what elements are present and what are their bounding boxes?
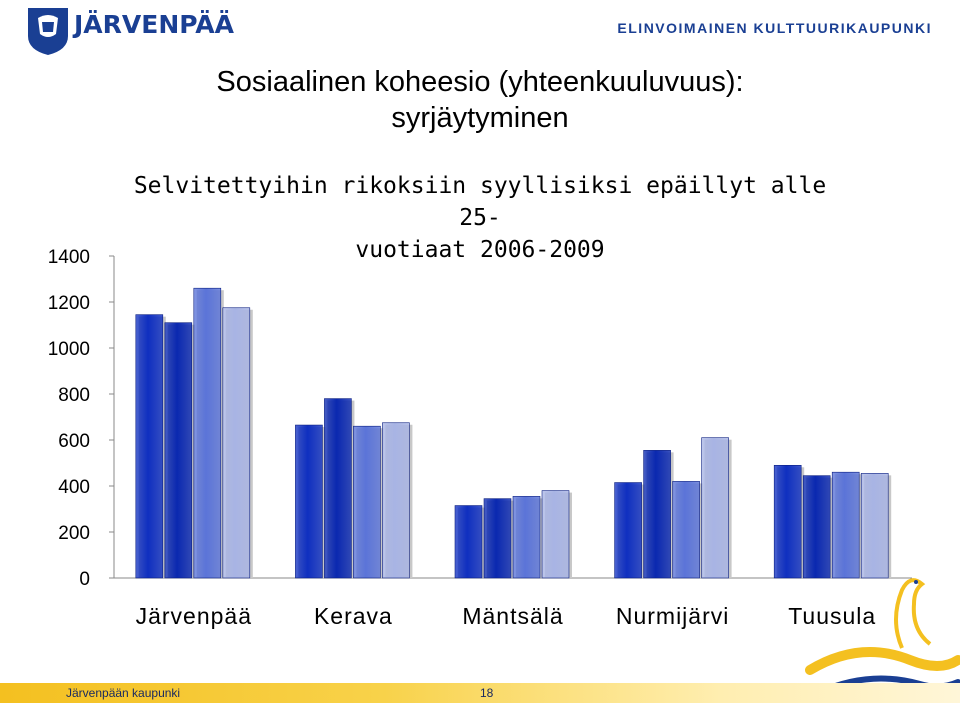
bar [643, 450, 671, 579]
y-tick-label: 1000 [48, 339, 90, 360]
bar [512, 496, 541, 579]
bar [353, 425, 381, 579]
bar [222, 307, 251, 579]
bar [164, 322, 193, 579]
bar [831, 471, 860, 579]
y-tick-label: 1200 [48, 293, 90, 314]
footer-bar [0, 683, 960, 703]
jarvenpaa-logo [28, 8, 68, 55]
logo-text: JÄRVENPÄÄ [74, 10, 234, 39]
bar [701, 437, 729, 579]
bar [295, 424, 323, 579]
x-category-label: Järvenpää [136, 603, 252, 629]
slide-title-line1: Sosiaalinen koheesio (yhteenkuuluvuus): [216, 66, 744, 98]
footer-organization: Järvenpään kaupunki [66, 686, 181, 700]
x-category-label: Tuusula [788, 603, 876, 629]
bar [382, 422, 410, 579]
y-tick-label: 800 [58, 385, 90, 406]
slogan: ELINVOIMAINEN KULTTUURIKAUPUNKI [617, 20, 932, 36]
bar [773, 464, 802, 579]
chart-title-line1: Selvitettyihin rikoksiin syyllisiksi epä… [133, 173, 827, 231]
bar [860, 473, 889, 579]
bar [614, 482, 642, 579]
bar [454, 505, 483, 579]
x-category-label: Mäntsälä [462, 603, 563, 629]
bar [672, 481, 700, 579]
bar [483, 498, 512, 579]
bar [193, 287, 222, 579]
x-category-label: Kerava [314, 603, 393, 629]
bar [541, 490, 570, 579]
slide-title: Sosiaalinen koheesio (yhteenkuuluvuus): … [110, 64, 850, 136]
chart-title-line2: vuotiaat 2006-2009 [355, 237, 605, 263]
x-category-label: Nurmijärvi [616, 603, 730, 629]
page-number: 18 [480, 686, 494, 700]
y-tick-label: 0 [79, 569, 90, 590]
chart-title: Selvitettyihin rikoksiin syyllisiksi epä… [110, 170, 850, 266]
bar [324, 398, 352, 579]
y-tick-label: 200 [58, 523, 90, 544]
y-tick-label: 600 [58, 431, 90, 452]
bar [802, 475, 831, 579]
y-tick-label: 400 [58, 477, 90, 498]
bar [135, 314, 164, 579]
slide-title-line2: syrjäytyminen [391, 102, 569, 134]
y-tick-label: 1400 [48, 247, 90, 268]
